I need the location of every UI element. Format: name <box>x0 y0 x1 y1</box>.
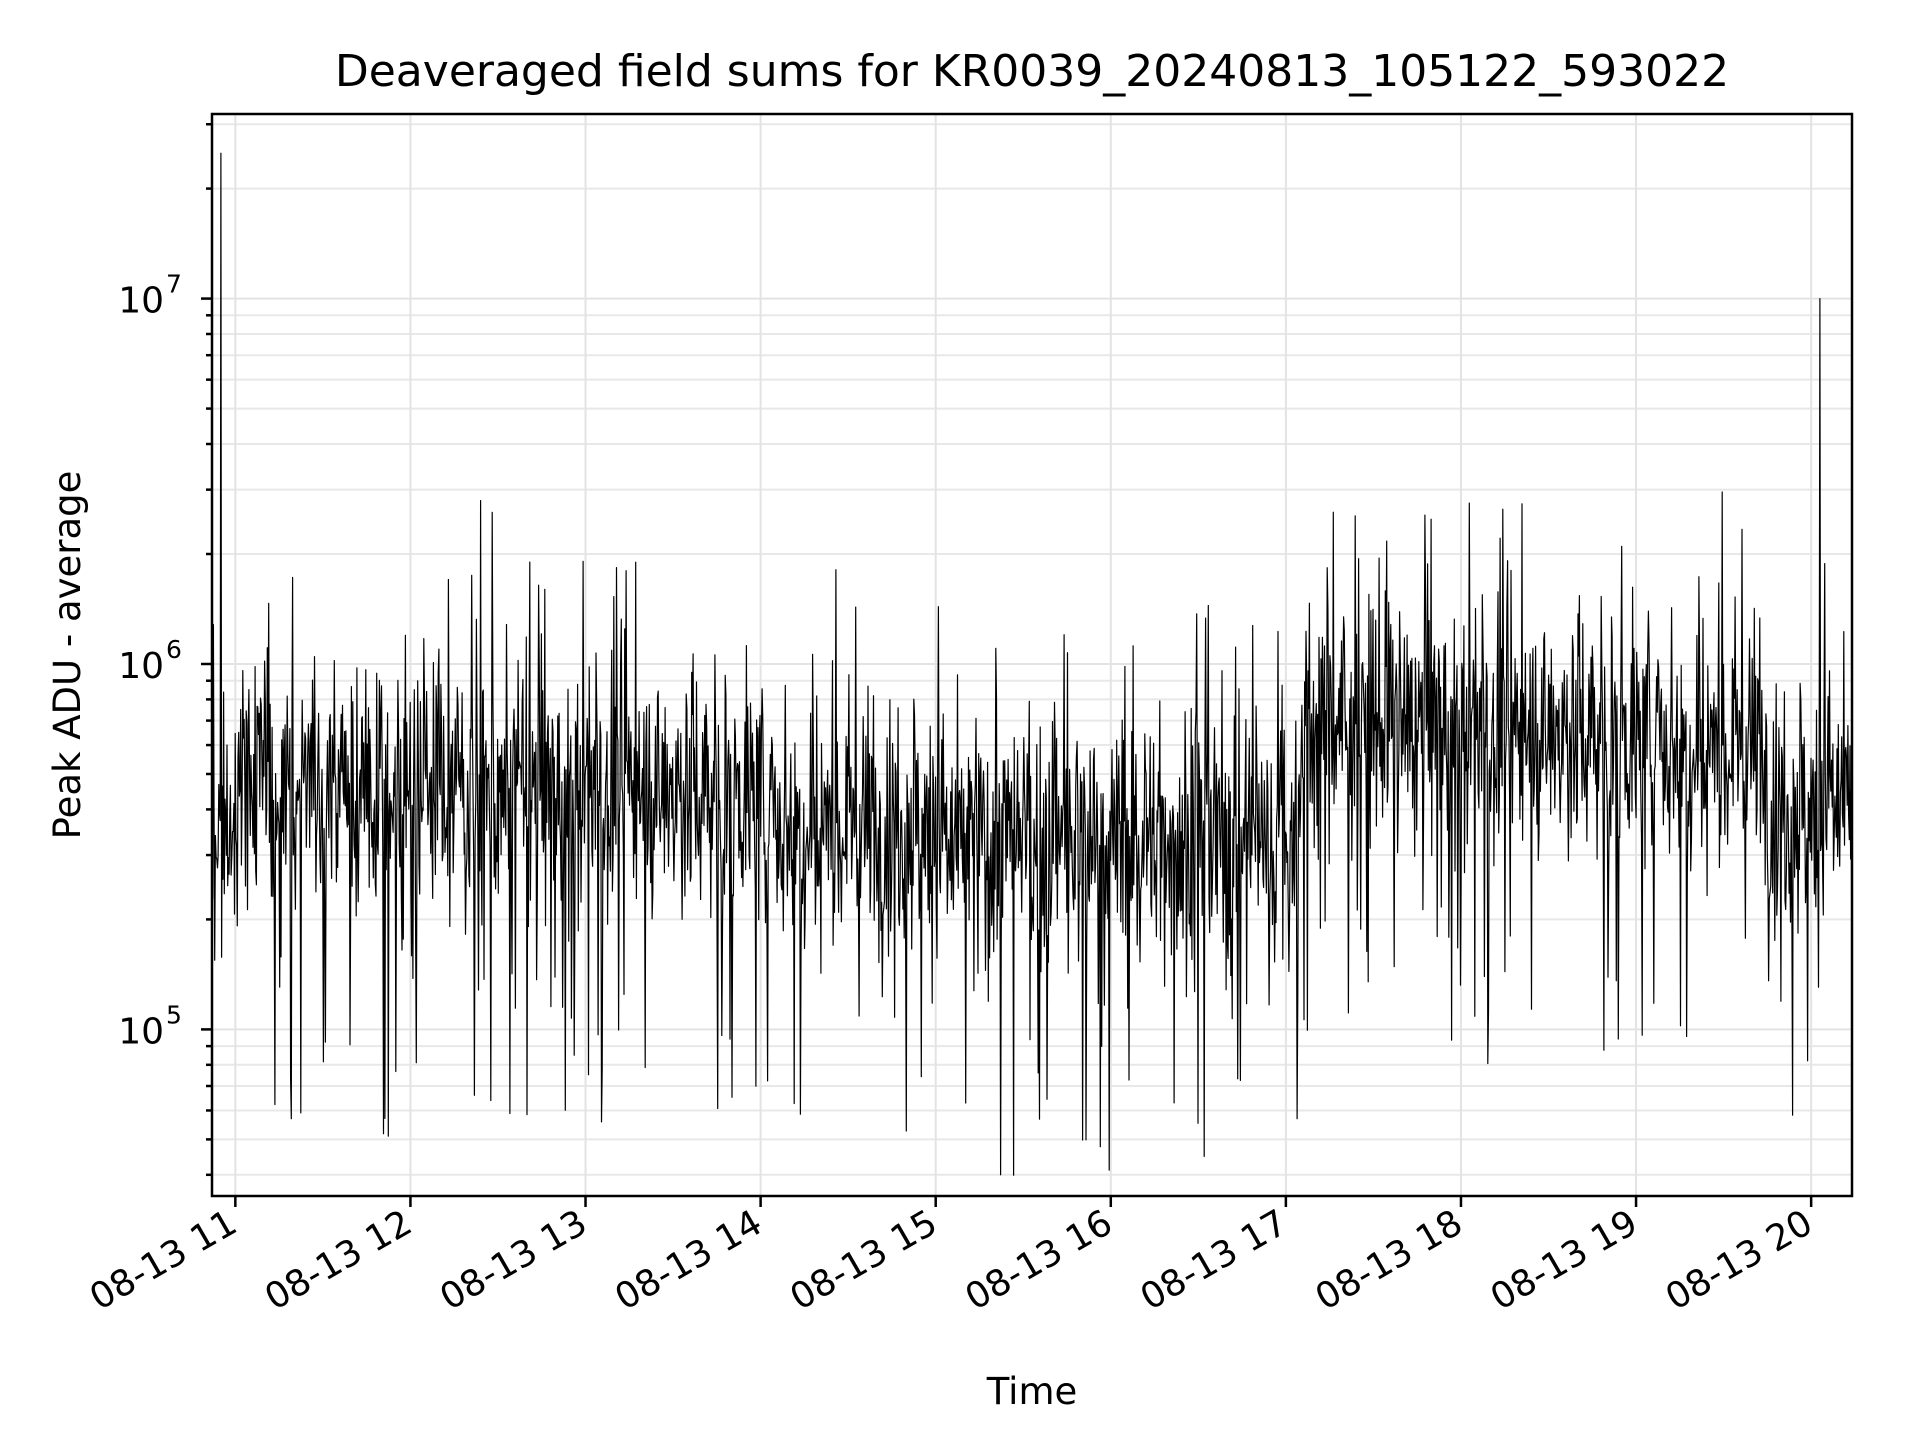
series-line <box>211 152 1853 1176</box>
y-tick-label: 10 <box>118 646 164 687</box>
y-tick-exponent: 5 <box>166 1000 182 1029</box>
y-axis-label: Peak ADU - average <box>46 471 89 840</box>
plot-frame <box>210 112 1854 1198</box>
series-layer <box>211 152 1853 1176</box>
grid <box>212 114 1852 1196</box>
y-tick-label: 10 <box>118 1011 164 1052</box>
x-axis-label: Time <box>986 1370 1078 1413</box>
y-tick-exponent: 6 <box>166 635 182 664</box>
chart-title: Deaveraged field sums for KR0039_2024081… <box>335 46 1729 97</box>
y-tick-exponent: 7 <box>166 270 182 299</box>
y-tick-label: 10 <box>118 281 164 322</box>
